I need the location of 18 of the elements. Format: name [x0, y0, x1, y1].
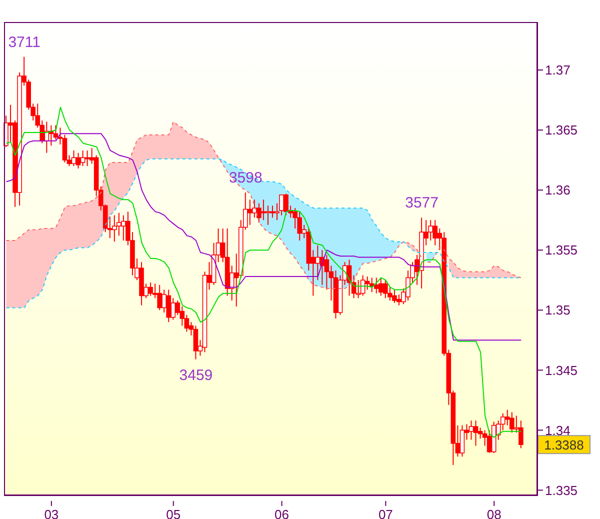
annotation: 3577 [405, 194, 439, 212]
annotation: 3459 [179, 366, 213, 384]
y-tick-label: 1.34 [545, 422, 570, 438]
x-tick-label: 05 [166, 507, 181, 519]
y-tick-label: 1.365 [545, 122, 578, 138]
x-tick-label: 07 [378, 507, 393, 519]
annotation: 3598 [228, 169, 262, 186]
x-tick-label: 06 [274, 507, 290, 519]
y-tick-label: 1.355 [545, 242, 578, 258]
text: 1.3388 [544, 438, 584, 453]
x-tick-label: 08 [486, 507, 502, 519]
y-tick-label: 1.36 [545, 182, 570, 198]
y-tick-label: 1.335 [545, 482, 578, 498]
x-tick-label: 03 [44, 507, 59, 519]
y-tick-label: 1.37 [545, 62, 570, 78]
y-tick-label: 1.345 [545, 362, 578, 378]
annotation: 3711 [8, 34, 40, 51]
y-tick-label: 1.35 [545, 302, 570, 318]
